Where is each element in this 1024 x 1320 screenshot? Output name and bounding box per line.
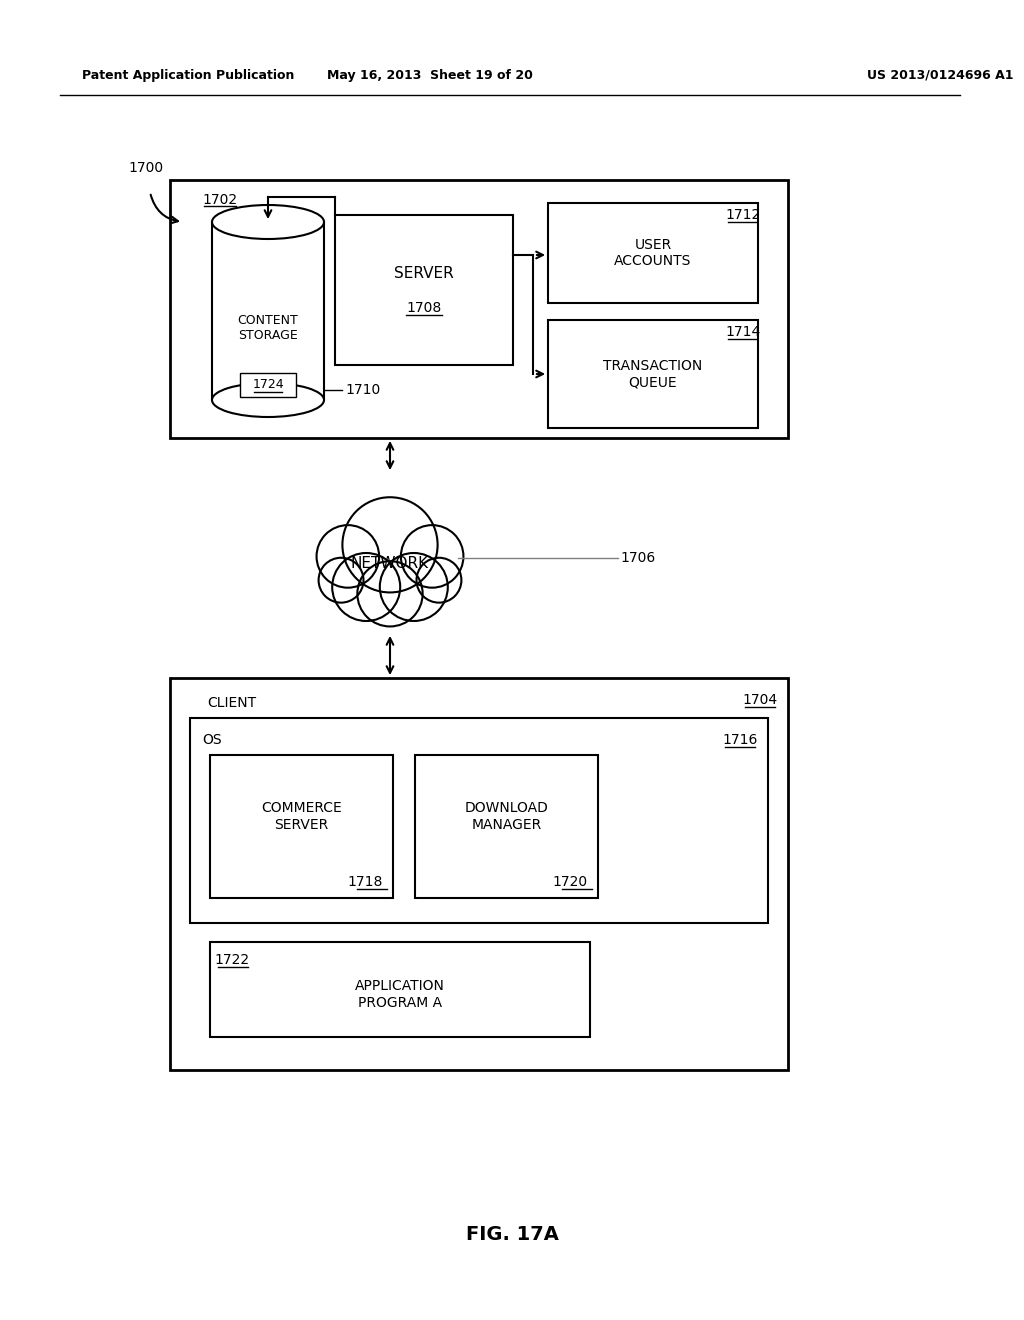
Text: CLIENT: CLIENT [208,696,257,710]
Bar [240,374,296,397]
Text: 1724: 1724 [252,379,284,392]
Text: USER
ACCOUNTS: USER ACCOUNTS [614,238,691,268]
Text: COMMERCE
SERVER: COMMERCE SERVER [261,801,342,832]
Circle shape [380,553,447,620]
Text: 1718: 1718 [347,875,383,888]
Text: 1706: 1706 [620,550,655,565]
Ellipse shape [212,383,324,417]
Ellipse shape [212,205,324,239]
Circle shape [400,525,464,587]
Text: CONTENT
STORAGE: CONTENT STORAGE [238,314,298,342]
Bar [190,718,768,923]
Circle shape [316,525,379,587]
Text: OS: OS [202,733,222,747]
Text: 1712: 1712 [725,209,761,222]
Text: APPLICATION
PROGRAM A: APPLICATION PROGRAM A [355,979,445,1010]
Bar [548,203,758,304]
Text: 1714: 1714 [725,325,761,339]
Bar [212,222,324,400]
Circle shape [318,558,364,603]
Circle shape [332,553,400,620]
Text: 1702: 1702 [203,193,238,207]
Circle shape [342,498,437,593]
Bar [415,755,598,898]
Text: 1716: 1716 [722,733,758,747]
Text: DOWNLOAD
MANAGER: DOWNLOAD MANAGER [465,801,549,832]
Circle shape [357,561,423,627]
Text: NETWORK: NETWORK [351,556,429,570]
Text: SERVER: SERVER [394,265,454,281]
Text: 1722: 1722 [214,953,250,968]
Bar [335,215,513,366]
Text: 1700: 1700 [128,161,163,176]
Bar [170,678,788,1071]
Bar [210,942,590,1038]
Text: 1710: 1710 [345,383,380,397]
Text: FIG. 17A: FIG. 17A [466,1225,558,1245]
Text: US 2013/0124696 A1: US 2013/0124696 A1 [866,69,1014,82]
Bar [170,180,788,438]
Text: TRANSACTION
QUEUE: TRANSACTION QUEUE [603,359,702,389]
Text: 1704: 1704 [742,693,777,708]
Text: Patent Application Publication: Patent Application Publication [82,69,294,82]
Circle shape [417,558,462,603]
Text: May 16, 2013  Sheet 19 of 20: May 16, 2013 Sheet 19 of 20 [327,69,532,82]
Bar [548,319,758,428]
Text: 1708: 1708 [407,301,441,315]
Bar [210,755,393,898]
Text: 1720: 1720 [553,875,588,888]
